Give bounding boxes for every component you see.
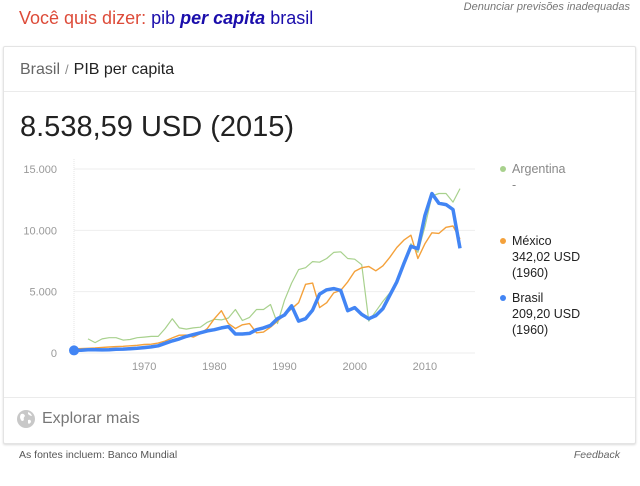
- suggestion-correction: per capita: [180, 8, 266, 28]
- legend-dot: [500, 238, 506, 244]
- feedback-link[interactable]: Feedback: [573, 449, 620, 461]
- did-you-mean-label: Você quis dizer:: [19, 8, 147, 28]
- divider: [4, 91, 635, 92]
- legend-name: México: [512, 234, 552, 248]
- legend-year: (1960): [512, 266, 549, 280]
- explore-more-button[interactable]: Explorar mais: [16, 409, 140, 429]
- knowledge-card: Brasil / PIB per capita 8.538,59 USD (2015…: [3, 46, 636, 444]
- y-tick-label: 15.000: [23, 164, 57, 176]
- y-tick-label: 0: [51, 348, 57, 360]
- y-tick-label: 10.000: [23, 225, 57, 237]
- suggestion-word: pib: [151, 8, 176, 28]
- legend-item-brasil[interactable]: Brasil 209,20 USD (1960): [500, 290, 580, 338]
- legend-value: 209,20 USD: [512, 307, 581, 321]
- did-you-mean: Você quis dizer: pib per capita brasil: [19, 8, 313, 29]
- legend-value: -: [512, 178, 517, 192]
- legend-dot: [500, 166, 506, 172]
- breadcrumb-indicator: PIB per capita: [73, 61, 175, 78]
- x-tick-label: 1980: [202, 361, 226, 373]
- report-predictions-link[interactable]: Denunciar previsões inadequadas: [463, 1, 630, 13]
- chart-legend: Argentina - México 342,02 USD (1960) Bra…: [500, 161, 580, 347]
- legend-item-mexico[interactable]: México 342,02 USD (1960): [500, 233, 580, 281]
- suggestion-word: brasil: [270, 8, 314, 28]
- legend-item-argentina[interactable]: Argentina -: [500, 161, 580, 193]
- series-line-méxico: [73, 225, 461, 350]
- explore-more-label: Explorar mais: [42, 410, 140, 427]
- legend-name: Brasil: [512, 291, 544, 305]
- legend-dot: [500, 295, 506, 301]
- divider: [4, 397, 635, 398]
- brasil-highlight-point: [69, 345, 79, 356]
- x-tick-label: 2010: [413, 361, 437, 373]
- series-line-brasil: [73, 191, 462, 353]
- x-tick-label: 1970: [132, 361, 156, 373]
- legend-value: 342,02 USD: [512, 250, 581, 264]
- legend-year: (1960): [512, 323, 549, 337]
- breadcrumb-country[interactable]: Brasil: [20, 61, 61, 78]
- y-tick-label: 5.000: [29, 287, 57, 299]
- breadcrumb-separator: /: [65, 62, 69, 77]
- x-tick-label: 1990: [272, 361, 296, 373]
- headline-value: 8.538,59 USD (2015): [20, 111, 295, 143]
- breadcrumb: Brasil / PIB per capita: [20, 61, 174, 79]
- sources-note: As fontes incluem: Banco Mundial: [19, 449, 178, 461]
- legend-name: Argentina: [512, 162, 566, 176]
- globe-icon: [17, 410, 35, 428]
- x-tick-label: 2000: [342, 361, 366, 373]
- did-you-mean-suggestion[interactable]: pib per capita brasil: [151, 8, 313, 28]
